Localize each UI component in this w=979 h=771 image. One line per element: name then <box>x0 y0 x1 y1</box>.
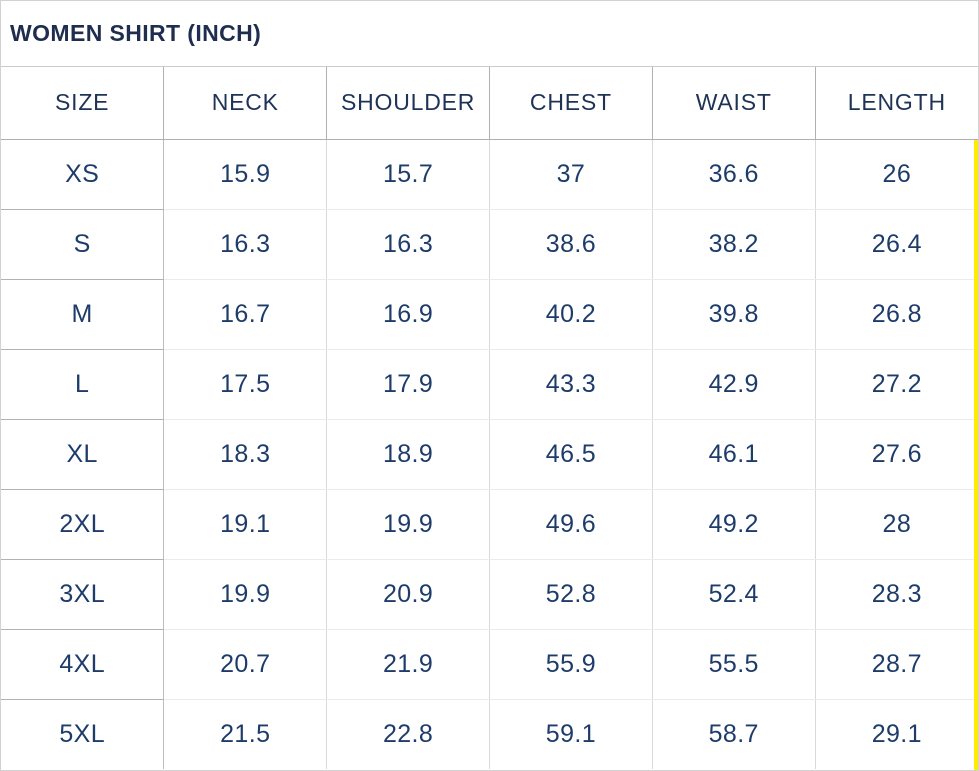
size-cell: L <box>1 349 165 420</box>
table-row-xs: XS 15.9 15.7 37 36.6 26 <box>1 139 978 210</box>
size-cell: S <box>1 209 165 280</box>
shoulder-cell: 20.9 <box>326 559 490 630</box>
table-row-xl: XL 18.3 18.9 46.5 46.1 27.6 <box>1 419 978 490</box>
shoulder-cell: 16.3 <box>326 209 490 280</box>
size-cell: 2XL <box>1 489 165 560</box>
size-cell: M <box>1 279 165 350</box>
waist-cell: 49.2 <box>652 489 816 560</box>
column-header-size: SIZE <box>1 67 165 140</box>
column-header-waist: WAIST <box>652 67 816 140</box>
chest-cell: 49.6 <box>489 489 653 560</box>
column-header-length: LENGTH <box>815 67 978 140</box>
size-cell: 3XL <box>1 559 165 630</box>
shoulder-cell: 16.9 <box>326 279 490 350</box>
neck-cell: 16.7 <box>163 279 328 350</box>
length-cell: 28 <box>815 489 978 560</box>
chest-cell: 38.6 <box>489 209 653 280</box>
table-row-5xl: 5XL 21.5 22.8 59.1 58.7 29.1 <box>1 699 978 769</box>
waist-cell: 58.7 <box>652 699 816 769</box>
neck-cell: 18.3 <box>163 419 328 490</box>
size-cell: 4XL <box>1 629 165 700</box>
waist-cell: 46.1 <box>652 419 816 490</box>
shoulder-cell: 22.8 <box>326 699 490 769</box>
table-row-4xl: 4XL 20.7 21.9 55.9 55.5 28.7 <box>1 629 978 700</box>
waist-cell: 39.8 <box>652 279 816 350</box>
length-cell: 26.4 <box>815 209 978 280</box>
page-title: WOMEN SHIRT (INCH) <box>10 20 262 46</box>
length-cell: 26 <box>815 139 978 210</box>
table-header: SIZE NECK SHOULDER CHEST WAIST LENGTH <box>1 67 978 140</box>
length-cell: 28.3 <box>815 559 978 630</box>
length-cell: 29.1 <box>815 699 978 769</box>
chest-cell: 55.9 <box>489 629 653 700</box>
waist-cell: 42.9 <box>652 349 816 420</box>
waist-cell: 38.2 <box>652 209 816 280</box>
column-header-neck: NECK <box>163 67 328 140</box>
header-row: SIZE NECK SHOULDER CHEST WAIST LENGTH <box>1 67 978 140</box>
column-header-chest: CHEST <box>489 67 653 140</box>
size-chart-table: SIZE NECK SHOULDER CHEST WAIST LENGTH XS… <box>1 67 978 769</box>
table-row-2xl: 2XL 19.1 19.9 49.6 49.2 28 <box>1 489 978 560</box>
chest-cell: 43.3 <box>489 349 653 420</box>
length-cell: 27.6 <box>815 419 978 490</box>
length-cell: 27.2 <box>815 349 978 420</box>
size-cell: XL <box>1 419 165 490</box>
neck-cell: 19.1 <box>163 489 328 560</box>
neck-cell: 17.5 <box>163 349 328 420</box>
shoulder-cell: 21.9 <box>326 629 490 700</box>
neck-cell: 15.9 <box>163 139 328 210</box>
waist-cell: 55.5 <box>652 629 816 700</box>
table-row-3xl: 3XL 19.9 20.9 52.8 52.4 28.3 <box>1 559 978 630</box>
table-body: XS 15.9 15.7 37 36.6 26 S 16.3 16.3 38.6… <box>1 139 978 769</box>
shoulder-cell: 17.9 <box>326 349 490 420</box>
chest-cell: 40.2 <box>489 279 653 350</box>
chest-cell: 59.1 <box>489 699 653 769</box>
shoulder-cell: 19.9 <box>326 489 490 560</box>
neck-cell: 20.7 <box>163 629 328 700</box>
size-cell: XS <box>1 139 165 210</box>
waist-cell: 52.4 <box>652 559 816 630</box>
length-cell: 26.8 <box>815 279 978 350</box>
table-row-l: L 17.5 17.9 43.3 42.9 27.2 <box>1 349 978 420</box>
chest-cell: 52.8 <box>489 559 653 630</box>
neck-cell: 21.5 <box>163 699 328 769</box>
title-bar: WOMEN SHIRT (INCH) <box>1 1 978 67</box>
table-row-m: M 16.7 16.9 40.2 39.8 26.8 <box>1 279 978 350</box>
chest-cell: 46.5 <box>489 419 653 490</box>
yellow-highlight-bar <box>974 140 978 770</box>
waist-cell: 36.6 <box>652 139 816 210</box>
shoulder-cell: 18.9 <box>326 419 490 490</box>
table-row-s: S 16.3 16.3 38.6 38.2 26.4 <box>1 209 978 280</box>
shoulder-cell: 15.7 <box>326 139 490 210</box>
neck-cell: 16.3 <box>163 209 328 280</box>
chest-cell: 37 <box>489 139 653 210</box>
size-cell: 5XL <box>1 699 165 769</box>
length-cell: 28.7 <box>815 629 978 700</box>
neck-cell: 19.9 <box>163 559 328 630</box>
column-header-shoulder: SHOULDER <box>326 67 490 140</box>
